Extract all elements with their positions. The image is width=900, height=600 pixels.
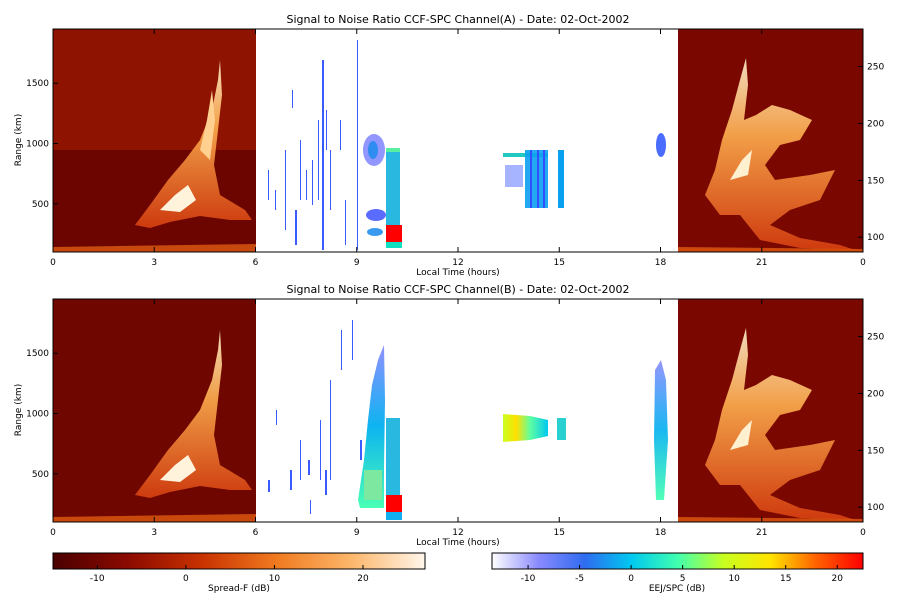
panel-b-eej-blobs	[358, 345, 668, 520]
colorbar-eej-label: EEJ/SPC (dB)	[649, 584, 705, 594]
colorbar-spreadf: -10 0 10 20 Spread-F (dB)	[52, 552, 426, 594]
colorbar-spreadf-ticks: -10 0 10 20	[90, 565, 369, 584]
b-x-tick-label: 12	[452, 528, 463, 538]
a-x-tick-label: 12	[452, 258, 463, 268]
panel-a-spreadf-echoes-right	[678, 58, 863, 252]
a-y-tick-label: 1500	[26, 79, 49, 89]
panel-a-y2-tick-labels: 100 150 200 250	[858, 63, 884, 243]
panel-b-ylabel: Range (km)	[14, 384, 24, 436]
b-y2-tick-label: 150	[867, 446, 884, 456]
a-y2-tick-label: 150	[867, 176, 884, 186]
colorbar-tick-label: 0	[183, 574, 189, 584]
a-x-tick-label: 0	[50, 258, 56, 268]
b-x-tick-label: 21	[756, 528, 767, 538]
a-x-tick-label: 21	[756, 258, 767, 268]
b-x-tick-label: 6	[253, 528, 259, 538]
b-x-tick-label: 9	[354, 528, 360, 538]
panel-b-title: Signal to Noise Ratio CCF-SPC Channel(B)…	[286, 283, 629, 296]
a-x-tick-label: 15	[554, 258, 565, 268]
colorbar-tick-label: -10	[90, 574, 105, 584]
a-y-tick-label: 500	[32, 200, 49, 210]
panel-b-eej-noise	[268, 320, 362, 514]
colorbar-tick-label: 20	[832, 574, 844, 584]
panel-b: Signal to Noise Ratio CCF-SPC Channel(B)…	[14, 283, 884, 548]
a-y-tick-label: 1000	[26, 140, 49, 150]
panel-a-x-tick-labels: 0 3 6 9 12 15 18 21 0	[50, 29, 866, 268]
colorbar-eej-ticks: -10 -5 0 5 10 15 20	[521, 565, 844, 584]
colorbar-tick-label: -10	[521, 574, 536, 584]
colorbar-eej-bar	[491, 552, 864, 570]
colorbar-spreadf-label: Spread-F (dB)	[208, 584, 270, 594]
colorbar-tick-label: -5	[575, 574, 584, 584]
panel-a: Signal to Noise Ratio CCF-SPC Channel(A)…	[14, 13, 884, 278]
colorbar-tick-label: 5	[680, 574, 686, 584]
panel-b-y-tick-labels: 500 1000 1500	[26, 349, 58, 480]
colorbar-tick-label: 0	[628, 574, 634, 584]
b-x-tick-label: 0	[50, 528, 56, 538]
b-x-tick-label: 3	[151, 528, 157, 538]
panel-a-eej-blobs	[363, 133, 666, 248]
a-x-tick-label: 9	[354, 258, 360, 268]
b-x-tick-label: 15	[554, 528, 565, 538]
a-x-tick-label: 0	[860, 258, 866, 268]
b-y-tick-label: 1500	[26, 349, 49, 359]
colorbar-tick-label: 20	[357, 574, 369, 584]
b-y-tick-label: 500	[32, 470, 49, 480]
colorbar-tick-label: 10	[269, 574, 281, 584]
b-y2-tick-label: 200	[867, 389, 884, 399]
panel-a-title: Signal to Noise Ratio CCF-SPC Channel(A)…	[286, 13, 629, 26]
colorbar-tick-label: 10	[728, 574, 740, 584]
panel-a-spreadf-left-upper	[53, 29, 256, 150]
a-y2-tick-label: 250	[867, 63, 884, 73]
panel-a-ylabel: Range (km)	[14, 114, 24, 166]
b-y2-tick-label: 100	[867, 503, 884, 513]
colorbar-tick-label: 15	[780, 574, 791, 584]
a-x-tick-label: 6	[253, 258, 259, 268]
panel-b-xlabel: Local Time (hours)	[416, 538, 499, 548]
b-y-tick-label: 1000	[26, 410, 49, 420]
panel-a-y-tick-labels: 500 1000 1500	[26, 79, 58, 210]
panel-a-xlabel: Local Time (hours)	[416, 268, 499, 278]
b-y2-tick-label: 250	[867, 333, 884, 343]
b-x-tick-label: 0	[860, 528, 866, 538]
panel-b-x-tick-labels: 0 3 6 9 12 15 18 21 0	[50, 299, 866, 538]
colorbar-eej: -10 -5 0 5 10 15 20 EEJ/SPC (dB)	[491, 552, 864, 594]
b-x-tick-label: 18	[655, 528, 667, 538]
a-x-tick-label: 3	[151, 258, 157, 268]
a-x-tick-label: 18	[655, 258, 667, 268]
a-y2-tick-label: 100	[867, 233, 884, 243]
panel-b-y2-tick-labels: 100 150 200 250	[858, 333, 884, 513]
colorbar-spreadf-bar	[52, 552, 426, 570]
panel-b-spreadf-echoes-right	[678, 328, 863, 522]
panel-a-eej-noise	[268, 40, 358, 250]
a-y2-tick-label: 200	[867, 119, 884, 129]
